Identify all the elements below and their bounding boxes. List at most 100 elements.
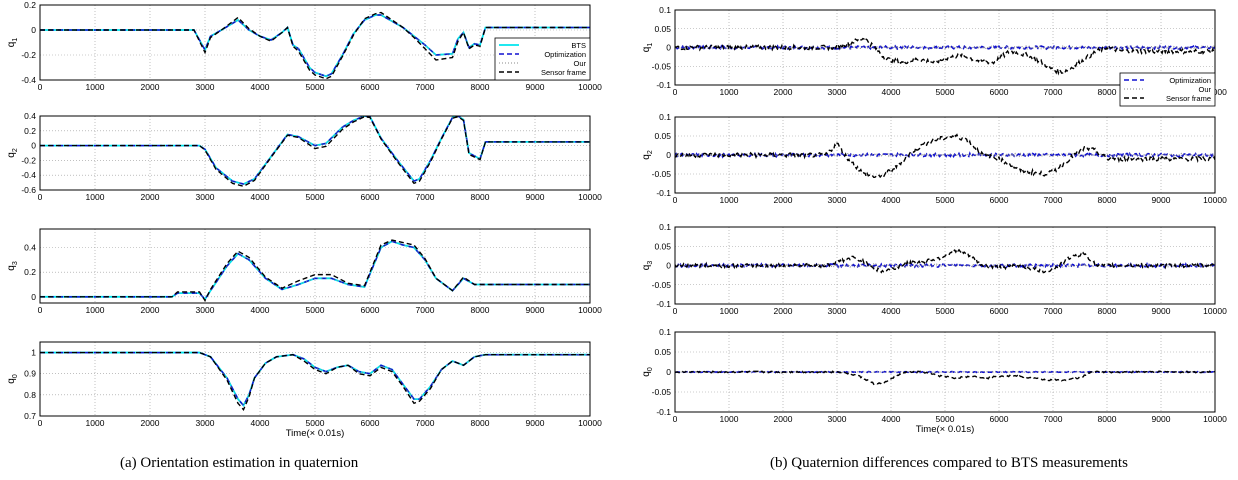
- x-tick-label: 9000: [526, 418, 545, 428]
- subplot-b-q1: 0100020003000400050006000700080009000100…: [641, 5, 1227, 107]
- x-tick-label: 4000: [882, 414, 901, 424]
- series-line-sensor-frame: [675, 247, 1215, 274]
- y-tick-label: -0.05: [652, 169, 672, 179]
- y-tick-label: 0.1: [659, 327, 671, 337]
- series-line-sensor-frame: [40, 11, 590, 80]
- y-tick-label: 0.7: [24, 411, 36, 421]
- axis-box: [39, 341, 591, 417]
- subplot-b-q2: 0 1000 2000 3000 4000 5000 6000 7000 8000 9000 100…: [641, 112, 1227, 205]
- x-tick-label: 1000: [86, 192, 105, 202]
- x-tick-label: 0: [673, 306, 678, 316]
- x-tick-label: 7000: [1044, 306, 1063, 316]
- x-tick-label: 6000: [361, 305, 380, 315]
- x-tick-label: 8000: [471, 82, 490, 92]
- y-tick-label: 0.05: [654, 241, 671, 251]
- x-tick-label: 10000: [1203, 306, 1227, 316]
- subplot-b-q3: 0 1000 2000 3000 4000 5000 6000 7000 8000 9000 100…: [641, 222, 1227, 316]
- y-tick-label: -0.4: [21, 75, 36, 85]
- legend-label: Sensor frame: [541, 68, 586, 77]
- y-tick-label: 0.05: [654, 24, 671, 34]
- y-tick-label: 0: [31, 25, 36, 35]
- y-axis-label: q2: [6, 148, 19, 158]
- x-tick-label: 7000: [416, 82, 435, 92]
- y-tick-label: 0.05: [654, 131, 671, 141]
- y-tick-label: -0.4: [21, 170, 36, 180]
- x-tick-label: 8000: [471, 192, 490, 202]
- x-tick-label: 2000: [774, 195, 793, 205]
- y-tick-label: 0.9: [24, 369, 36, 379]
- y-tick-label: 0: [31, 292, 36, 302]
- y-tick-label: 1: [31, 348, 36, 358]
- x-tick-label: 0: [673, 87, 678, 97]
- x-tick-label: 10000: [578, 418, 602, 428]
- x-axis-label: Time(× 0.01s): [916, 424, 975, 435]
- caption-a: (a) Orientation estimation in quaternion: [120, 455, 359, 471]
- plot-area: [675, 370, 1215, 386]
- x-tick-label: 3000: [196, 418, 215, 428]
- x-tick-label: 9000: [1152, 306, 1171, 316]
- x-tick-label: 1000: [720, 414, 739, 424]
- x-tick-label: 10000: [578, 192, 602, 202]
- x-tick-label: 5000: [306, 82, 325, 92]
- axis-box: [39, 115, 591, 191]
- series-line-sensor-frame: [675, 132, 1215, 179]
- x-tick-label: 1000: [86, 305, 105, 315]
- y-tick-label: -0.2: [21, 50, 36, 60]
- y-tick-label: 0.1: [659, 112, 671, 122]
- y-tick-label: -0.05: [652, 387, 672, 397]
- x-tick-label: 2000: [774, 87, 793, 97]
- plot-area: [40, 351, 590, 411]
- x-tick-label: 8000: [1098, 414, 1117, 424]
- plot-area: [40, 116, 590, 188]
- axis-box: [674, 331, 1216, 413]
- legend-label: Optimization: [1169, 76, 1211, 85]
- plot-area: [675, 37, 1215, 76]
- series-line-sensor-frame: [675, 37, 1215, 76]
- x-tick-label: 0: [38, 192, 43, 202]
- y-axis-label: q3: [641, 261, 654, 271]
- x-tick-label: 7000: [1044, 414, 1063, 424]
- x-tick-label: 1000: [720, 306, 739, 316]
- series-line-sensor-frame: [40, 239, 590, 302]
- y-tick-label: 0.8: [24, 390, 36, 400]
- axis-box: [674, 116, 1216, 194]
- x-tick-label: 3000: [196, 305, 215, 315]
- x-tick-label: 6000: [361, 192, 380, 202]
- x-tick-label: 7000: [1044, 87, 1063, 97]
- x-tick-label: 0: [673, 195, 678, 205]
- x-tick-label: 0: [38, 418, 43, 428]
- x-tick-label: 3000: [828, 306, 847, 316]
- x-tick-label: 2000: [141, 305, 160, 315]
- series-line-our: [675, 262, 1215, 269]
- plot-area: [40, 239, 590, 302]
- series-line-sensor-frame: [675, 370, 1215, 386]
- legend-box: [1119, 72, 1216, 107]
- y-tick-label: -0.05: [652, 61, 672, 71]
- x-tick-label: 7000: [416, 192, 435, 202]
- series-line-our: [40, 352, 590, 407]
- x-tick-label: 5000: [306, 418, 325, 428]
- series-line-optimization: [675, 370, 1215, 374]
- x-tick-label: 6000: [990, 195, 1009, 205]
- x-tick-label: 6000: [990, 414, 1009, 424]
- x-tick-label: 1000: [86, 82, 105, 92]
- legend-label: Optimization: [544, 50, 586, 59]
- x-tick-label: 5000: [306, 305, 325, 315]
- legend-label: Our: [573, 59, 586, 68]
- plot-area: [675, 132, 1215, 179]
- series-line-our: [675, 44, 1215, 51]
- y-axis-label: q3: [6, 261, 19, 271]
- x-tick-label: 10000: [1203, 195, 1227, 205]
- series-line-our: [675, 152, 1215, 158]
- x-tick-label: 1000: [86, 418, 105, 428]
- x-tick-label: 4000: [251, 418, 270, 428]
- x-tick-label: 9000: [1152, 195, 1171, 205]
- x-tick-label: 2000: [141, 192, 160, 202]
- x-tick-label: 0: [38, 82, 43, 92]
- axis-box: [39, 228, 591, 304]
- figure: 0 1000 2000 3000 4000 5000 6000 7000 8000 9000 100…: [6, 0, 1227, 439]
- y-tick-label: 0.2: [24, 0, 36, 10]
- y-tick-label: 0.1: [659, 5, 671, 15]
- x-tick-label: 4000: [251, 305, 270, 315]
